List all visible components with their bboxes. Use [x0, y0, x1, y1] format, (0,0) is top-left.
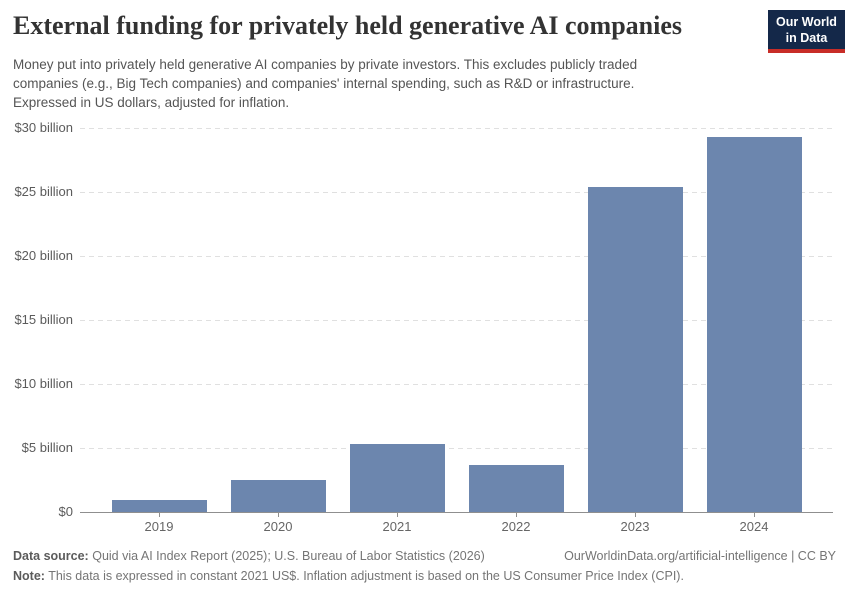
- chart-footer: Data source: Quid via AI Index Report (2…: [0, 546, 850, 586]
- x-axis-label-2023: 2023: [620, 519, 650, 534]
- owid-logo-line1: Our World: [776, 15, 837, 29]
- gridline: [80, 448, 833, 449]
- subtitle-line: companies (e.g., Big Tech companies) and…: [13, 76, 635, 91]
- x-axis-label-2020: 2020: [263, 519, 293, 534]
- x-axis-label-2021: 2021: [382, 519, 412, 534]
- x-axis-label-2019: 2019: [144, 519, 174, 534]
- subtitle-line: Money put into privately held generative…: [13, 57, 638, 72]
- bar-2019: [111, 500, 207, 512]
- gridline: [80, 384, 833, 385]
- y-axis-tick-label: $20 billion: [14, 248, 73, 263]
- gridline: [80, 128, 833, 129]
- note-line: Note: This data is expressed in constant…: [13, 566, 836, 586]
- chart-subtitle: Money put into privately held generative…: [13, 55, 637, 112]
- data-source-line: Data source: Quid via AI Index Report (2…: [13, 546, 485, 566]
- x-axis-tick: [397, 513, 398, 517]
- page-title: External funding for privately held gene…: [13, 11, 683, 40]
- y-axis-tick-label: $25 billion: [14, 184, 73, 199]
- gridline: [80, 256, 833, 257]
- x-axis-line: [80, 512, 833, 513]
- y-axis-tick-label: $10 billion: [14, 376, 73, 391]
- data-source-label: Data source:: [13, 549, 89, 563]
- owid-logo: Our World in Data: [768, 10, 845, 53]
- gridline: [80, 320, 833, 321]
- gridline: [80, 192, 833, 193]
- x-axis-tick: [159, 513, 160, 517]
- x-axis-tick: [516, 513, 517, 517]
- y-axis-tick-label: $30 billion: [14, 120, 73, 135]
- y-axis-tick-label: $0: [58, 504, 73, 519]
- x-axis-label-2024: 2024: [739, 519, 769, 534]
- bar-2023: [587, 186, 683, 512]
- subtitle-line: Expressed in US dollars, adjusted for in…: [13, 95, 290, 110]
- bar-2022: [468, 464, 564, 512]
- y-axis-tick-label: $15 billion: [14, 312, 73, 327]
- bar-2020: [230, 480, 326, 512]
- x-axis-tick: [635, 513, 636, 517]
- note-text: This data is expressed in constant 2021 …: [48, 569, 684, 583]
- note-label: Note:: [13, 569, 45, 583]
- bar-2021: [349, 444, 445, 512]
- x-axis-tick: [754, 513, 755, 517]
- data-source-text: Quid via AI Index Report (2025); U.S. Bu…: [92, 549, 485, 563]
- x-axis-tick: [278, 513, 279, 517]
- owid-logo-line2: in Data: [785, 31, 828, 45]
- bar-2024: [706, 136, 802, 512]
- x-axis-label-2022: 2022: [501, 519, 531, 534]
- y-axis-tick-label: $5 billion: [21, 440, 73, 455]
- owid-attribution-link[interactable]: OurWorldinData.org/artificial-intelligen…: [564, 549, 836, 563]
